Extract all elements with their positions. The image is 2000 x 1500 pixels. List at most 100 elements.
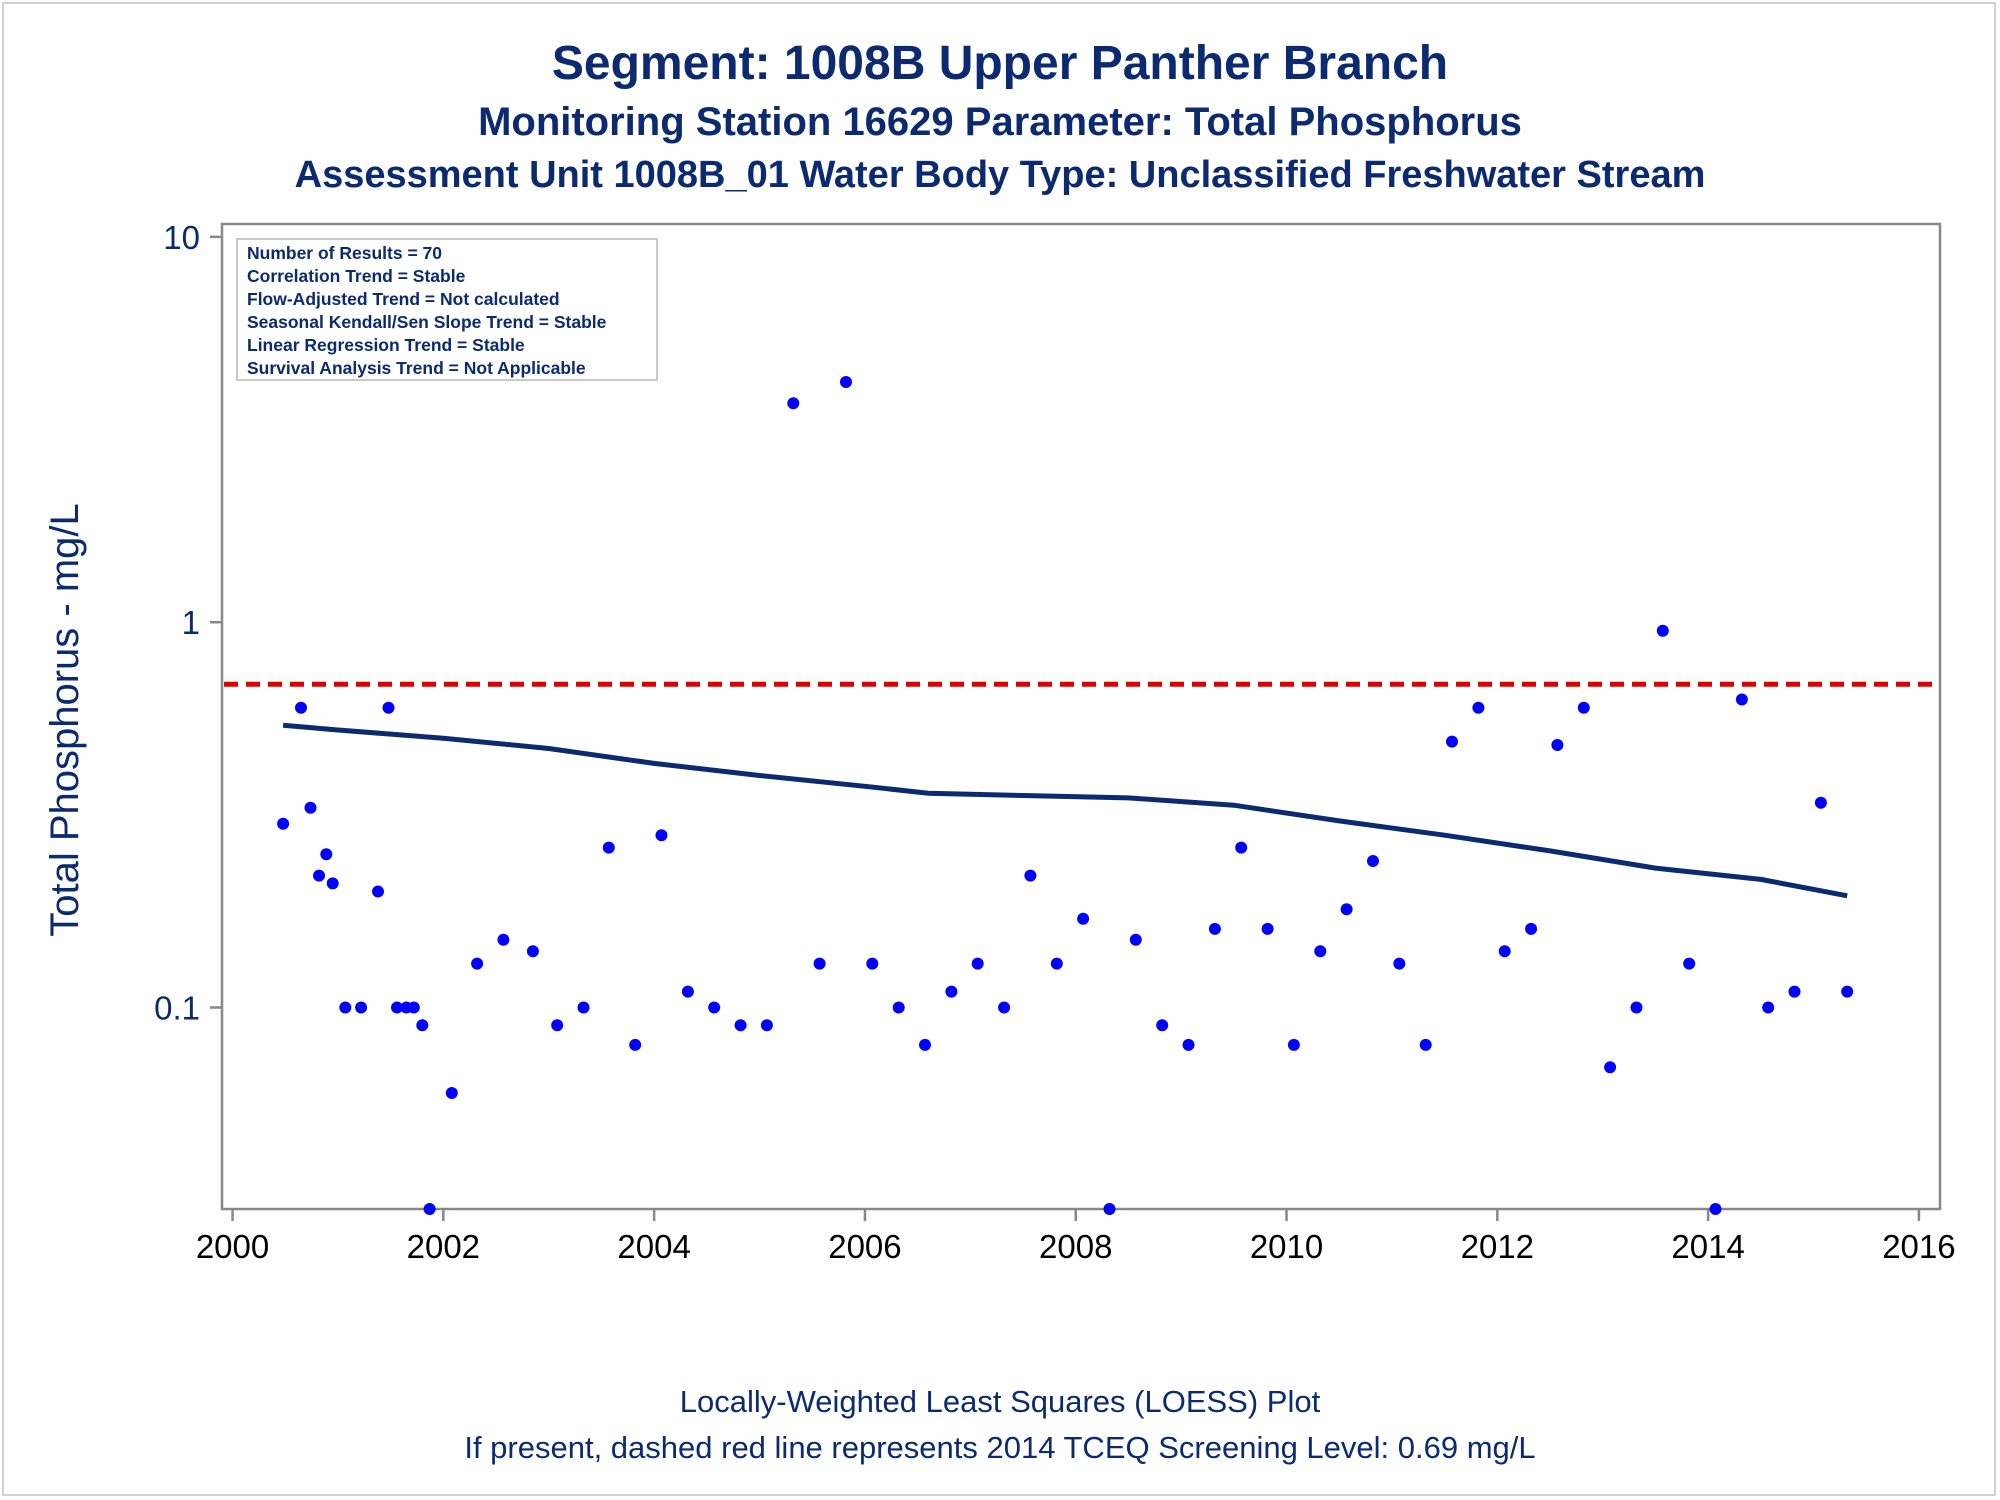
data-point xyxy=(787,397,800,410)
data-point xyxy=(1314,945,1327,958)
data-point xyxy=(1525,922,1538,935)
x-tick-label: 2010 xyxy=(1250,1228,1323,1265)
plot-area xyxy=(220,222,1942,1211)
data-point xyxy=(602,841,615,854)
legend-box: Number of Results = 70 Correlation Trend… xyxy=(236,238,658,381)
data-point xyxy=(1630,1001,1643,1014)
data-point xyxy=(1129,933,1142,946)
chart-title: Segment: 1008B Upper Panther Branch xyxy=(551,37,1449,90)
data-point xyxy=(1235,841,1248,854)
x-tick-label: 2006 xyxy=(828,1228,901,1265)
data-point xyxy=(416,1019,429,1032)
chart-subtitle: Monitoring Station 16629 Parameter: Tota… xyxy=(478,100,1522,144)
data-point xyxy=(577,1001,590,1014)
legend-item: Flow-Adjusted Trend = Not calculated xyxy=(247,289,560,309)
loess-trend-line xyxy=(282,722,1848,899)
data-point xyxy=(629,1038,642,1051)
legend-item: Number of Results = 70 xyxy=(247,243,442,263)
data-point xyxy=(1498,945,1511,958)
data-point xyxy=(1367,855,1379,867)
data-point xyxy=(1735,693,1748,706)
data-point xyxy=(339,1001,352,1014)
data-point xyxy=(971,957,984,970)
data-point xyxy=(1446,735,1458,748)
x-axis: 2000 2002 2004 2006 2008 2010 2012 2014 2016 xyxy=(196,1209,1956,1265)
y-axis: 0.1 1 10 xyxy=(154,219,222,1027)
data-point xyxy=(1340,903,1353,916)
data-point xyxy=(445,1087,458,1099)
data-point xyxy=(760,1019,773,1032)
data-point xyxy=(304,801,317,814)
data-point xyxy=(391,1001,403,1014)
y-tick-label: 0.1 xyxy=(154,990,200,1027)
data-point xyxy=(892,1001,905,1014)
data-point xyxy=(1788,985,1801,998)
footnote-screening: If present, dashed red line represents 2… xyxy=(464,1430,1536,1465)
data-point xyxy=(320,848,333,861)
data-point xyxy=(1472,701,1485,714)
data-point xyxy=(471,957,484,970)
data-point xyxy=(355,1001,368,1014)
legend-item: Linear Regression Trend = Stable xyxy=(247,335,525,355)
data-point xyxy=(313,869,325,882)
data-point xyxy=(372,885,384,898)
data-point xyxy=(1841,985,1854,998)
data-point xyxy=(277,817,290,830)
data-point xyxy=(526,945,539,958)
data-point xyxy=(1156,1019,1169,1032)
y-tick-label: 1 xyxy=(182,604,200,641)
data-point xyxy=(382,701,395,714)
y-axis-label: Total Phosphorus - mg/L xyxy=(43,503,87,937)
data-point xyxy=(1182,1038,1195,1051)
data-point xyxy=(1577,701,1590,714)
x-tick-label: 2012 xyxy=(1461,1228,1534,1265)
data-point xyxy=(1103,1203,1116,1215)
data-points xyxy=(277,334,1854,1215)
data-point xyxy=(1656,624,1669,637)
data-point xyxy=(681,985,694,998)
data-point xyxy=(708,1001,721,1014)
data-point xyxy=(1604,1061,1617,1074)
data-point xyxy=(1709,1203,1722,1215)
chart-subtitle-2: Assessment Unit 1008B_01 Water Body Type… xyxy=(294,154,1706,196)
data-point xyxy=(734,1019,747,1032)
footnote-loess: Locally-Weighted Least Squares (LOESS) P… xyxy=(679,1384,1321,1419)
data-point xyxy=(326,877,339,890)
data-point xyxy=(1077,912,1090,925)
x-tick-label: 2004 xyxy=(617,1228,690,1265)
data-point xyxy=(1814,796,1827,809)
x-tick-label: 2008 xyxy=(1039,1228,1112,1265)
legend-item: Correlation Trend = Stable xyxy=(247,266,466,286)
data-point xyxy=(1261,922,1274,935)
data-point xyxy=(1050,957,1063,970)
data-point xyxy=(866,957,879,970)
data-point xyxy=(407,1001,420,1014)
data-point xyxy=(919,1038,931,1051)
x-tick-label: 2014 xyxy=(1671,1228,1744,1265)
x-tick-label: 2002 xyxy=(407,1228,480,1265)
data-point xyxy=(1393,957,1406,970)
data-point xyxy=(813,957,826,970)
y-tick-label: 10 xyxy=(163,219,200,256)
data-point xyxy=(655,829,668,842)
data-point xyxy=(1683,957,1696,970)
legend-item: Survival Analysis Trend = Not Applicable xyxy=(247,358,586,378)
data-point xyxy=(1762,1001,1775,1014)
legend-item: Seasonal Kendall/Sen Slope Trend = Stabl… xyxy=(247,312,607,332)
data-point xyxy=(1208,922,1221,935)
x-tick-label: 2016 xyxy=(1882,1228,1955,1265)
data-point xyxy=(551,1019,564,1032)
data-point xyxy=(998,1001,1011,1014)
data-point xyxy=(1287,1038,1300,1051)
data-point xyxy=(945,985,958,998)
data-point xyxy=(497,933,510,946)
x-tick-label: 2000 xyxy=(196,1228,269,1265)
data-point xyxy=(423,1203,436,1215)
data-point xyxy=(1024,869,1037,882)
data-point xyxy=(1551,739,1564,751)
data-point xyxy=(1419,1038,1432,1051)
data-point xyxy=(840,376,852,388)
data-point xyxy=(295,701,307,714)
